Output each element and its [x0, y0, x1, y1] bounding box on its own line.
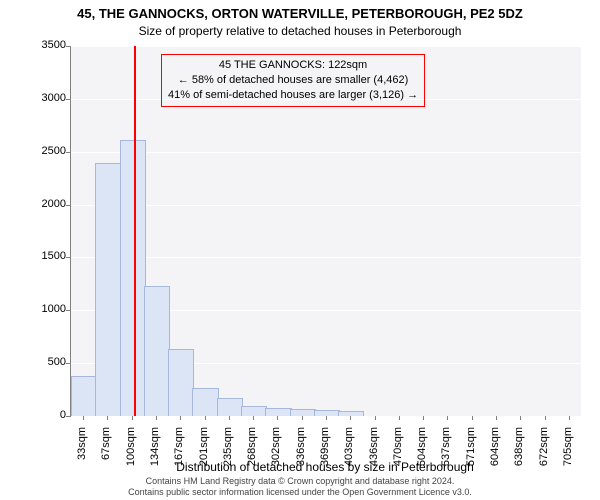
annotation-box: 45 THE GANNOCKS: 122sqm← 58% of detached… — [161, 54, 425, 107]
annotation-line: 45 THE GANNOCKS: 122sqm — [168, 58, 418, 73]
y-tick-label: 2500 — [16, 145, 66, 157]
histogram-bar — [241, 406, 267, 417]
x-tick-mark — [472, 416, 473, 420]
x-tick-mark — [520, 416, 521, 420]
reference-line — [134, 46, 136, 416]
histogram-bar — [217, 398, 243, 416]
x-tick-mark — [107, 416, 108, 420]
y-tick-label: 0 — [16, 409, 66, 421]
histogram-bar — [71, 376, 97, 416]
annotation-line: 41% of semi-detached houses are larger (… — [168, 88, 418, 103]
histogram-bar — [144, 286, 170, 416]
footer-line-2: Contains public sector information licen… — [0, 487, 600, 498]
chart-container: 45, THE GANNOCKS, ORTON WATERVILLE, PETE… — [0, 0, 600, 500]
x-tick-mark — [156, 416, 157, 420]
footer-line-1: Contains HM Land Registry data © Crown c… — [0, 476, 600, 487]
x-tick-mark — [83, 416, 84, 420]
chart-subtitle: Size of property relative to detached ho… — [0, 24, 600, 38]
gridline — [71, 257, 581, 258]
y-tick-mark — [66, 257, 70, 258]
y-tick-mark — [66, 310, 70, 311]
plot-area: 45 THE GANNOCKS: 122sqm← 58% of detached… — [70, 46, 581, 417]
x-tick-mark — [205, 416, 206, 420]
histogram-bar — [192, 388, 218, 416]
x-tick-mark — [399, 416, 400, 420]
y-tick-mark — [66, 99, 70, 100]
x-tick-mark — [132, 416, 133, 420]
y-tick-label: 2000 — [16, 198, 66, 210]
x-tick-mark — [569, 416, 570, 420]
x-tick-mark — [277, 416, 278, 420]
y-tick-mark — [66, 152, 70, 153]
x-tick-mark — [423, 416, 424, 420]
annotation-line: ← 58% of detached houses are smaller (4,… — [168, 73, 418, 88]
x-tick-mark — [350, 416, 351, 420]
x-tick-mark — [253, 416, 254, 420]
x-axis-label: Distribution of detached houses by size … — [70, 460, 580, 474]
y-tick-mark — [66, 416, 70, 417]
x-tick-mark — [229, 416, 230, 420]
y-tick-mark — [66, 46, 70, 47]
gridline — [71, 205, 581, 206]
histogram-bar — [168, 349, 194, 416]
y-tick-mark — [66, 205, 70, 206]
x-tick-mark — [326, 416, 327, 420]
x-tick-mark — [375, 416, 376, 420]
histogram-bar — [265, 408, 291, 416]
y-tick-label: 1000 — [16, 303, 66, 315]
y-tick-label: 3500 — [16, 39, 66, 51]
y-tick-label: 1500 — [16, 250, 66, 262]
y-tick-label: 500 — [16, 356, 66, 368]
histogram-bar — [290, 409, 316, 416]
x-tick-mark — [302, 416, 303, 420]
x-tick-mark — [180, 416, 181, 420]
footer-attribution: Contains HM Land Registry data © Crown c… — [0, 476, 600, 498]
histogram-bar — [95, 163, 121, 416]
gridline — [71, 46, 581, 47]
histogram-bar — [338, 411, 364, 416]
y-tick-label: 3000 — [16, 92, 66, 104]
y-tick-mark — [66, 363, 70, 364]
x-tick-mark — [447, 416, 448, 420]
gridline — [71, 152, 581, 153]
histogram-bar — [120, 140, 146, 416]
chart-title-address: 45, THE GANNOCKS, ORTON WATERVILLE, PETE… — [0, 6, 600, 21]
x-tick-mark — [496, 416, 497, 420]
x-tick-mark — [545, 416, 546, 420]
